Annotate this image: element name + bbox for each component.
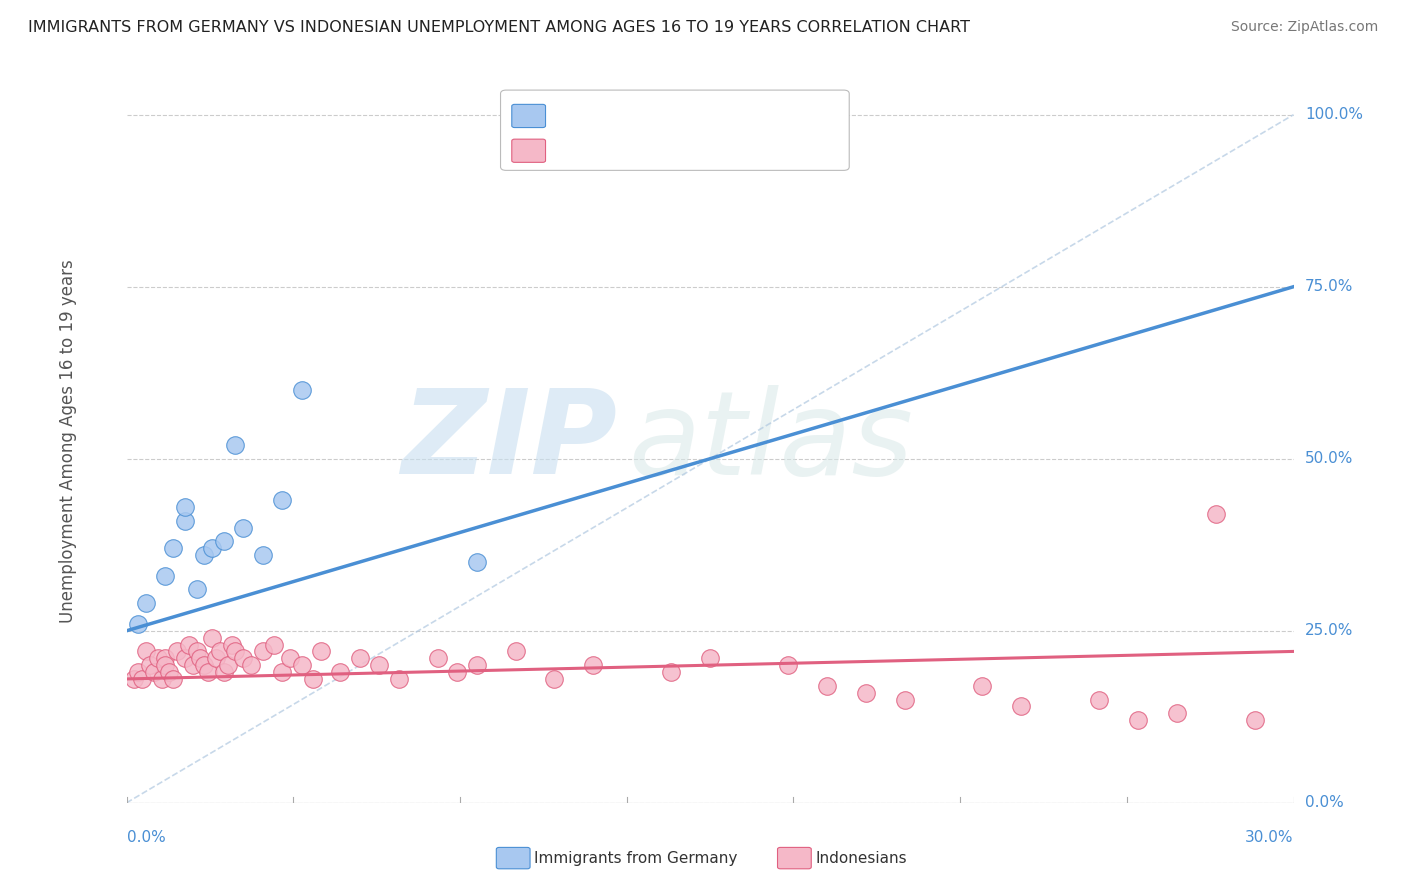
Point xyxy=(271,493,294,508)
Point xyxy=(174,500,197,514)
Point xyxy=(329,665,352,679)
Point xyxy=(252,644,274,658)
Text: R =  0.513   N = 16: R = 0.513 N = 16 xyxy=(548,109,706,123)
Point xyxy=(212,665,235,679)
Point xyxy=(127,665,149,679)
Point xyxy=(139,658,162,673)
Text: 75.0%: 75.0% xyxy=(1305,279,1354,294)
Text: 0.0%: 0.0% xyxy=(1305,796,1344,810)
Point xyxy=(388,672,411,686)
Point xyxy=(699,651,721,665)
Point xyxy=(1205,507,1227,521)
Point xyxy=(208,644,231,658)
Point xyxy=(505,644,527,658)
Point xyxy=(1010,699,1032,714)
Point xyxy=(181,658,204,673)
Text: IMMIGRANTS FROM GERMANY VS INDONESIAN UNEMPLOYMENT AMONG AGES 16 TO 19 YEARS COR: IMMIGRANTS FROM GERMANY VS INDONESIAN UN… xyxy=(28,20,970,35)
Point xyxy=(174,514,197,528)
Point xyxy=(1243,713,1265,727)
Point xyxy=(271,665,294,679)
Text: R =  0.088   N = 59: R = 0.088 N = 59 xyxy=(548,144,706,158)
Text: 25.0%: 25.0% xyxy=(1305,624,1354,639)
Point xyxy=(217,658,239,673)
Text: 100.0%: 100.0% xyxy=(1305,107,1364,122)
Point xyxy=(142,665,165,679)
Point xyxy=(465,658,488,673)
Point xyxy=(582,658,605,673)
Point xyxy=(197,665,219,679)
Point xyxy=(174,651,197,665)
Point xyxy=(776,658,799,673)
Point xyxy=(224,644,246,658)
Point xyxy=(131,672,153,686)
Point xyxy=(205,651,228,665)
Point xyxy=(1126,713,1149,727)
Point xyxy=(150,672,173,686)
Point xyxy=(127,616,149,631)
Text: atlas: atlas xyxy=(628,384,914,499)
Point xyxy=(1088,692,1111,706)
Point xyxy=(212,534,235,549)
Point xyxy=(186,644,208,658)
Point xyxy=(543,672,565,686)
Point xyxy=(224,438,246,452)
Point xyxy=(232,651,254,665)
Point xyxy=(972,679,994,693)
Text: ZIP: ZIP xyxy=(401,384,617,499)
Point xyxy=(659,665,682,679)
Point xyxy=(201,541,224,556)
Point xyxy=(155,568,177,582)
Point xyxy=(1166,706,1188,721)
Point xyxy=(162,672,184,686)
Point xyxy=(815,679,838,693)
Point xyxy=(193,548,215,562)
Point xyxy=(166,644,188,658)
Text: Unemployment Among Ages 16 to 19 years: Unemployment Among Ages 16 to 19 years xyxy=(59,260,77,624)
Point xyxy=(309,644,332,658)
Point xyxy=(177,638,200,652)
Point xyxy=(465,555,488,569)
Point xyxy=(290,658,312,673)
Point xyxy=(855,686,877,700)
Point xyxy=(135,644,157,658)
Point xyxy=(193,658,215,673)
Text: 0.0%: 0.0% xyxy=(127,830,166,846)
Point xyxy=(157,665,180,679)
Point xyxy=(201,631,224,645)
Point xyxy=(190,651,212,665)
Point xyxy=(426,651,449,665)
Point xyxy=(124,672,146,686)
Point xyxy=(368,658,391,673)
Point xyxy=(240,658,263,673)
Point xyxy=(302,672,325,686)
Text: Indonesians: Indonesians xyxy=(815,851,907,865)
Point xyxy=(232,520,254,534)
Text: Source: ZipAtlas.com: Source: ZipAtlas.com xyxy=(1230,20,1378,34)
Point xyxy=(221,638,243,652)
Point xyxy=(162,541,184,556)
Point xyxy=(155,658,177,673)
Text: Immigrants from Germany: Immigrants from Germany xyxy=(534,851,738,865)
Point xyxy=(278,651,301,665)
Point xyxy=(186,582,208,597)
Point xyxy=(263,638,285,652)
Point xyxy=(155,651,177,665)
Point xyxy=(146,651,169,665)
Point xyxy=(893,692,915,706)
Point xyxy=(290,383,312,397)
Text: 50.0%: 50.0% xyxy=(1305,451,1354,467)
Point xyxy=(446,665,468,679)
Point xyxy=(135,596,157,610)
Point xyxy=(252,548,274,562)
Text: 30.0%: 30.0% xyxy=(1246,830,1294,846)
Point xyxy=(349,651,371,665)
